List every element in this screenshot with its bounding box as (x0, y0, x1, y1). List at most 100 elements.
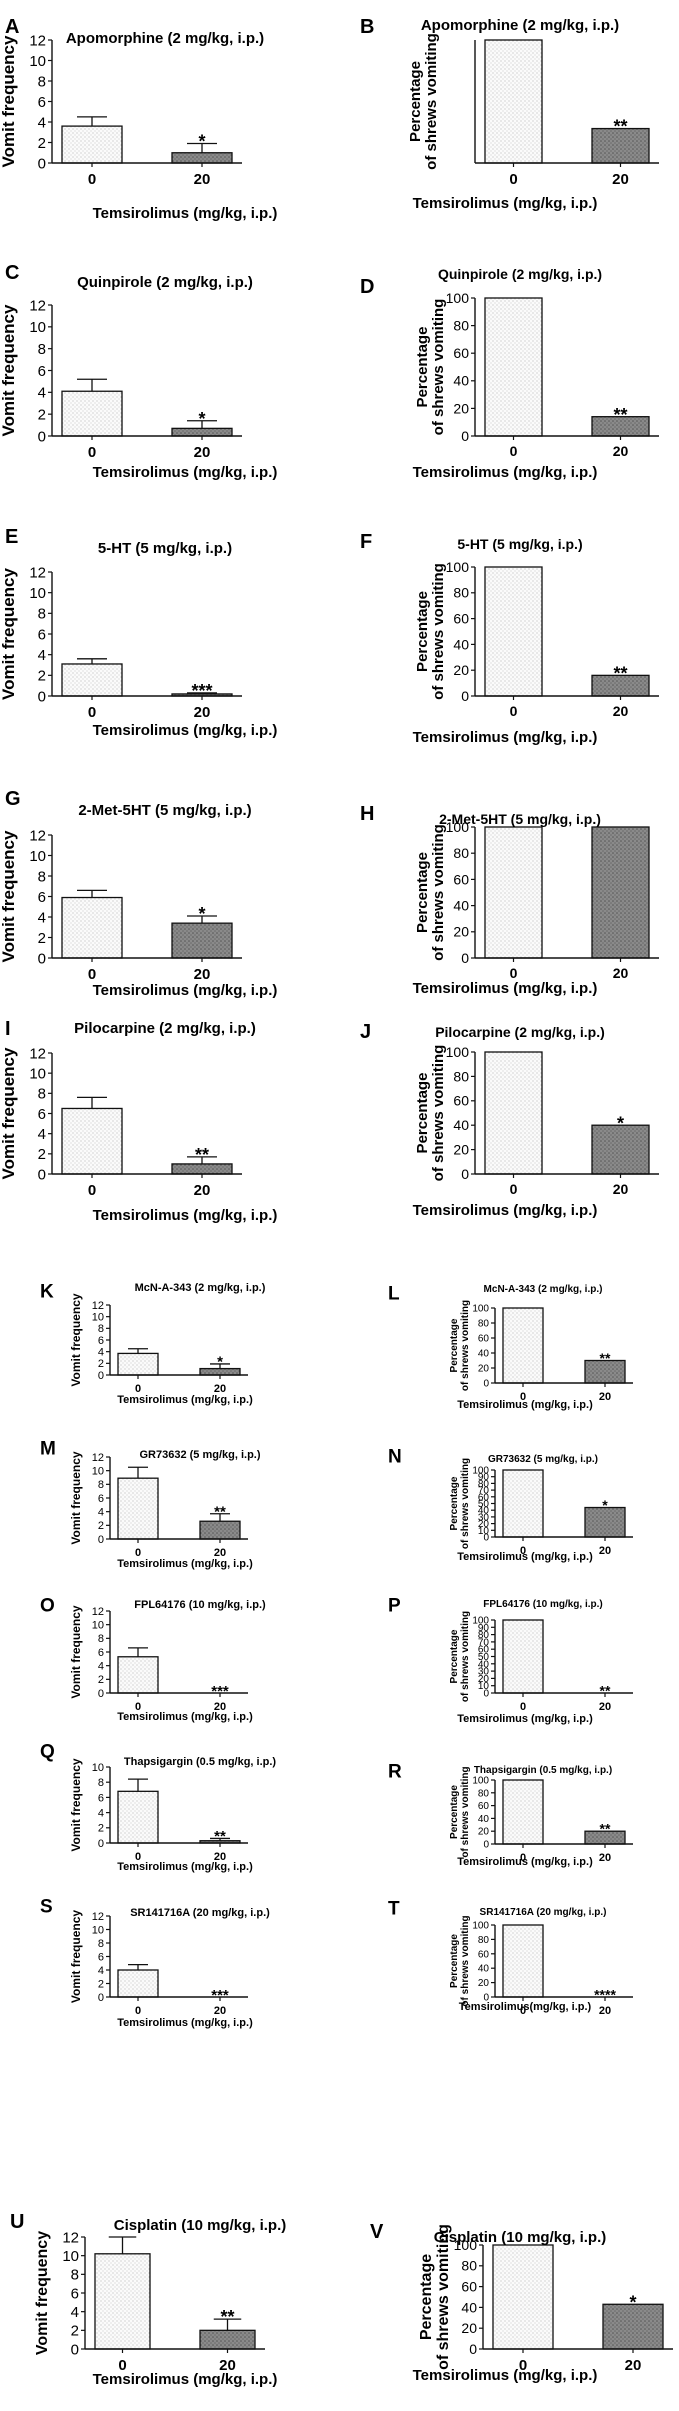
category-label-p-0: 0 (520, 1701, 526, 1713)
panel-letter-i: I (5, 1018, 11, 1040)
x-axis-label-s: Temsirolimus (mg/kg, i.p.) (117, 2017, 253, 2029)
y-axis-label-e: Vomit frequency (0, 567, 18, 699)
x-axis-label-p: Temsirolimus (mg/kg, i.p.) (457, 1713, 593, 1725)
significance-q-20: ** (214, 1828, 226, 1845)
chart-panel-g: 0 * 20 0 2 4 6 8 10 12 G 2-Met-5HT (5 mg/kg, i.p.) T… (0, 788, 277, 999)
y-tick-label-s-12: 12 (92, 1911, 104, 1923)
y-tick-label-h-40: 40 (453, 898, 469, 914)
y-tick-label-l-60: 60 (478, 1334, 490, 1345)
bar-p-0 (502, 1619, 544, 1694)
y-tick-label-c-8: 8 (38, 341, 46, 358)
significance-b-20: ** (613, 117, 627, 137)
x-axis-label-o: Temsirolimus (mg/kg, i.p.) (117, 1711, 253, 1723)
category-label-j-20: 20 (613, 1181, 629, 1197)
category-label-t-0: 0 (520, 2005, 526, 2017)
panel-letter-q: Q (40, 1741, 55, 1762)
category-label-s-0: 0 (135, 2005, 141, 2017)
y-tick-label-h-60: 60 (453, 871, 469, 887)
y-axis-label-line2-p: of shrews vomiting (460, 1611, 471, 1702)
y-tick-label-h-20: 20 (453, 924, 469, 940)
chart-panel-q: 0 ** 20 0 2 4 6 8 10 Q Thapsigargin (0.5 mg/kg, i.… (40, 1741, 276, 1873)
category-label-f-20: 20 (613, 703, 629, 719)
y-tick-label-o-4: 4 (98, 1661, 104, 1673)
category-label-q-0: 0 (135, 1851, 141, 1863)
y-tick-label-g-12: 12 (29, 827, 46, 844)
bar-h-0 (484, 826, 543, 959)
y-tick-label-p-20: 20 (478, 1674, 490, 1685)
y-tick-label-k-12: 12 (92, 1300, 104, 1312)
y-tick-label-i-8: 8 (38, 1086, 46, 1103)
y-tick-label-k-10: 10 (92, 1312, 104, 1324)
y-tick-label-i-12: 12 (29, 1045, 46, 1062)
y-tick-label-n-60: 60 (478, 1492, 490, 1503)
y-tick-label-n-30: 30 (478, 1512, 490, 1523)
y-axis-label-line1-t: Percentage (449, 1934, 460, 1988)
chart-title-n: GR73632 (5 mg/kg, i.p.) (488, 1454, 598, 1465)
x-axis-label-q: Temsirolimus (mg/kg, i.p.) (117, 1861, 253, 1873)
chart-panel-a: 0 * 20 0 2 4 6 8 10 12 A Apomorphine (2 mg/kg, i.p.… (0, 16, 277, 222)
panel-letter-v: V (370, 2221, 384, 2243)
y-tick-label-g-4: 4 (38, 909, 46, 926)
chart-panel-h: 0 20 0 20 40 60 80 100 H 2-Met-5HT (5 mg/kg, i.p.… (360, 803, 659, 997)
y-tick-label-s-8: 8 (98, 1938, 104, 1950)
x-axis-label-u: Temsirolimus (mg/kg, i.p.) (93, 2371, 278, 2388)
y-tick-label-p-90: 90 (478, 1623, 490, 1634)
y-tick-label-k-2: 2 (98, 1358, 104, 1370)
chart-title-a: Apomorphine (2 mg/kg, i.p.) (66, 30, 264, 47)
bar-j-20 (591, 1124, 650, 1175)
category-label-q-20: 20 (214, 1851, 226, 1863)
category-label-d-20: 20 (613, 443, 629, 459)
bar-t-0 (502, 1924, 544, 1998)
y-tick-label-k-4: 4 (98, 1347, 104, 1359)
chart-title-f: 5-HT (5 mg/kg, i.p.) (457, 536, 582, 552)
chart-title-u: Cisplatin (10 mg/kg, i.p.) (114, 2217, 287, 2234)
panel-letter-j: J (360, 1021, 371, 1043)
significance-p-20: ** (600, 1682, 611, 1698)
bar-n-0 (502, 1469, 544, 1538)
significance-v-20: * (629, 2292, 636, 2312)
y-tick-label-u-2: 2 (71, 2323, 79, 2340)
y-tick-label-p-60: 60 (478, 1645, 490, 1656)
y-tick-label-l-40: 40 (478, 1349, 490, 1360)
bar-k-0 (117, 1352, 159, 1376)
y-tick-label-f-0: 0 (461, 688, 469, 704)
chart-title-k: McN-A-343 (2 mg/kg, i.p.) (135, 1282, 266, 1294)
x-axis-label-b: Temsirolimus (mg/kg, i.p.) (413, 195, 598, 212)
category-label-h-0: 0 (510, 965, 518, 981)
category-label-r-0: 0 (520, 1852, 526, 1864)
y-axis-label-line1-b: Percentage (407, 61, 424, 142)
y-tick-label-r-60: 60 (478, 1801, 490, 1812)
y-tick-label-l-20: 20 (478, 1364, 490, 1375)
significance-j-20: * (617, 1113, 624, 1133)
bar-q-0 (117, 1790, 159, 1844)
y-tick-label-v-20: 20 (461, 2320, 477, 2336)
bar-s-0 (117, 1969, 159, 1998)
y-tick-label-p-50: 50 (478, 1652, 490, 1663)
y-tick-label-r-20: 20 (478, 1827, 490, 1838)
y-tick-label-e-0: 0 (38, 688, 46, 705)
bar-b-0 (484, 39, 543, 164)
x-axis-label-j: Temsirolimus (mg/kg, i.p.) (413, 1202, 598, 1219)
bar-c-20 (171, 427, 233, 437)
y-tick-label-a-2: 2 (38, 135, 46, 152)
panel-letter-o: O (40, 1595, 55, 1616)
category-label-o-0: 0 (135, 1701, 141, 1713)
bar-g-0 (61, 896, 123, 959)
chart-title-p: FPL64176 (10 mg/kg, i.p.) (483, 1599, 602, 1610)
y-tick-label-s-2: 2 (98, 1978, 104, 1990)
y-tick-label-f-20: 20 (453, 662, 469, 678)
bar-u-20 (199, 2329, 256, 2350)
chart-panel-t: 0 **** 20 0 20 40 60 80 100 T SR141716A (20 mg/kg,… (388, 1898, 633, 2017)
bar-j-0 (484, 1051, 543, 1175)
y-tick-label-g-2: 2 (38, 930, 46, 947)
category-label-k-0: 0 (135, 1383, 141, 1395)
y-tick-label-r-0: 0 (483, 1840, 489, 1851)
y-tick-label-c-2: 2 (38, 406, 46, 423)
y-tick-label-u-12: 12 (62, 2229, 79, 2246)
x-axis-label-k: Temsirolimus (mg/kg, i.p.) (117, 1394, 253, 1406)
